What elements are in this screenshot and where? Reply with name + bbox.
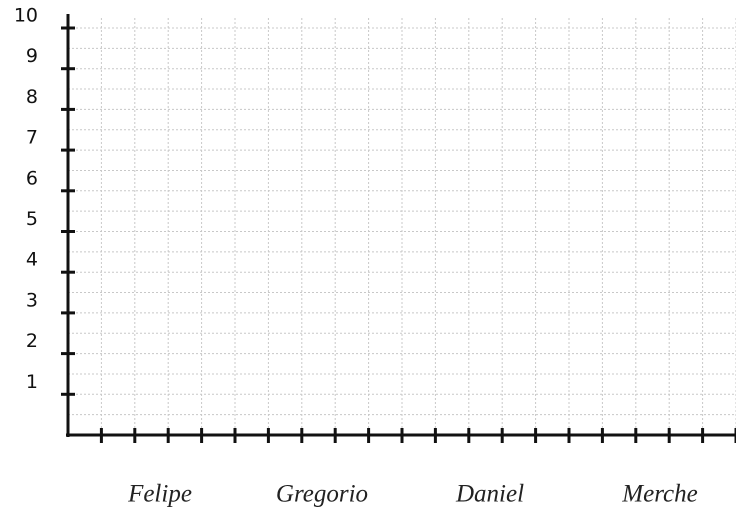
x-tick-label: Daniel — [455, 481, 524, 508]
y-tick-label: 5 — [26, 208, 38, 230]
y-tick-label: 1 — [26, 371, 38, 393]
x-tick-label: Merche — [621, 481, 697, 508]
y-tick-label: 2 — [26, 330, 38, 352]
y-tick-label: 4 — [26, 249, 38, 271]
y-tick-label: 10 — [14, 5, 38, 27]
y-tick-label: 8 — [26, 86, 38, 108]
y-tick-label: 3 — [26, 289, 38, 311]
grid — [68, 18, 736, 435]
y-tick-label: 7 — [26, 127, 38, 149]
x-tick-label: Felipe — [127, 481, 192, 508]
y-tick-label: 9 — [26, 45, 38, 67]
x-tick-label: Gregorio — [276, 481, 368, 508]
y-tick-label: 6 — [26, 167, 38, 189]
